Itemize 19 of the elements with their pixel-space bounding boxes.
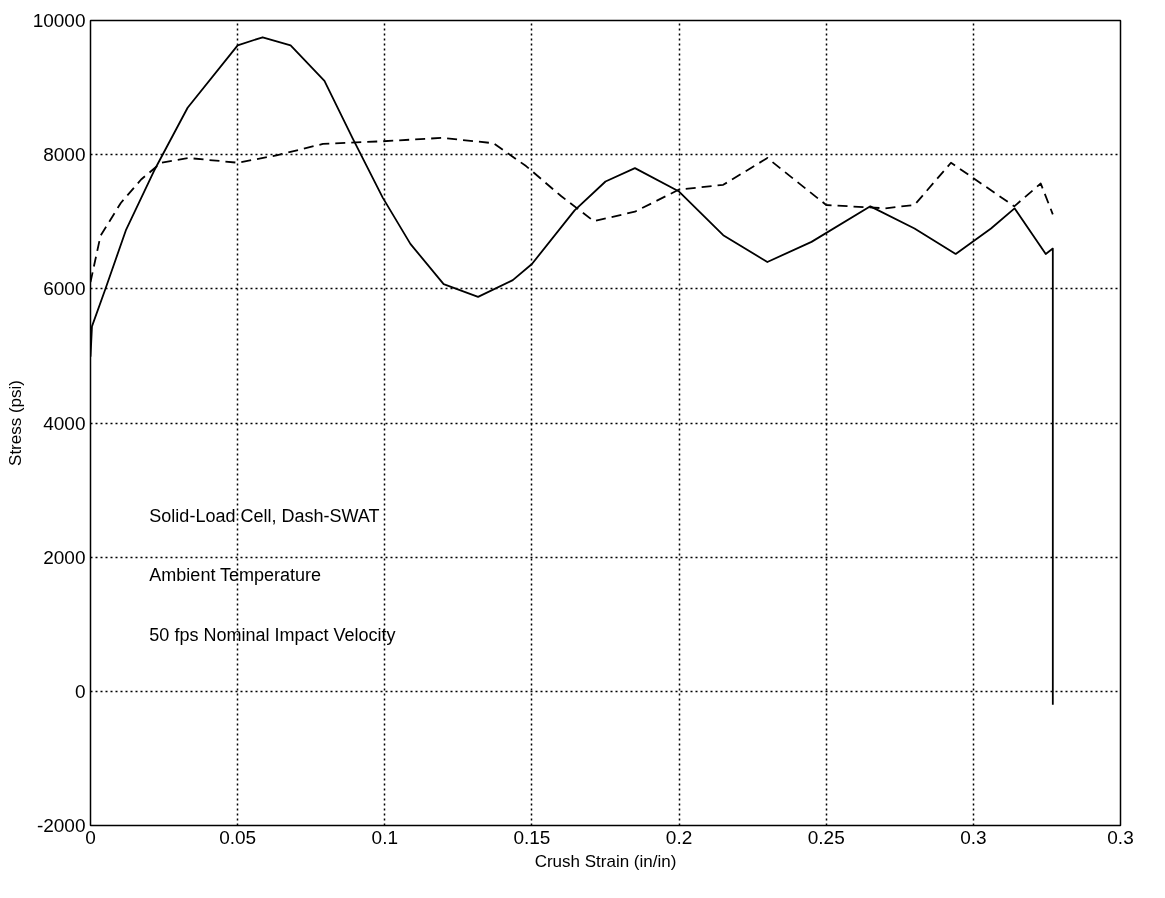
y-tick-label: -2000 (36, 815, 86, 836)
annotation: Solid-Load Cell, Dash-SWAT (149, 505, 380, 526)
x-tick-label: 0.05 (219, 826, 257, 848)
y-axis-title: Stress (psi) (5, 380, 25, 466)
annotation: Ambient Temperature (149, 565, 322, 586)
y-tick-label: 0 (74, 680, 86, 702)
x-tick-label: 0.1 (371, 826, 398, 848)
y-tick-label: 10000 (32, 10, 86, 31)
y-tick-label: 2000 (43, 546, 86, 568)
annotation: 50 fps Nominal Impact Velocity (149, 624, 396, 645)
y-tick-label: 6000 (43, 278, 86, 300)
x-tick-label: 0.3 (960, 826, 987, 848)
x-tick-label: 0.25 (807, 826, 845, 848)
y-tick-label: 8000 (43, 144, 86, 166)
x-tick-label: 0.2 (665, 826, 693, 848)
x-tick-label: 0.3 (1107, 826, 1134, 848)
x-axis-title: Crush Strain (in/in) (534, 851, 677, 871)
x-tick-label: 0.15 (513, 826, 551, 848)
y-tick-label: 4000 (43, 412, 86, 434)
